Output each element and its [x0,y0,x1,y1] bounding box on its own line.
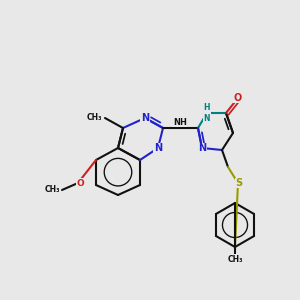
Text: CH₃: CH₃ [44,185,60,194]
Text: H
N: H N [204,103,210,123]
Text: O: O [234,93,242,103]
Text: N: N [141,113,149,123]
Text: NH: NH [173,118,187,127]
Text: CH₃: CH₃ [227,254,243,263]
Text: O: O [76,178,84,188]
Text: N: N [154,143,162,153]
Text: N: N [198,143,206,153]
Text: S: S [236,178,243,188]
Text: CH₃: CH₃ [86,113,102,122]
